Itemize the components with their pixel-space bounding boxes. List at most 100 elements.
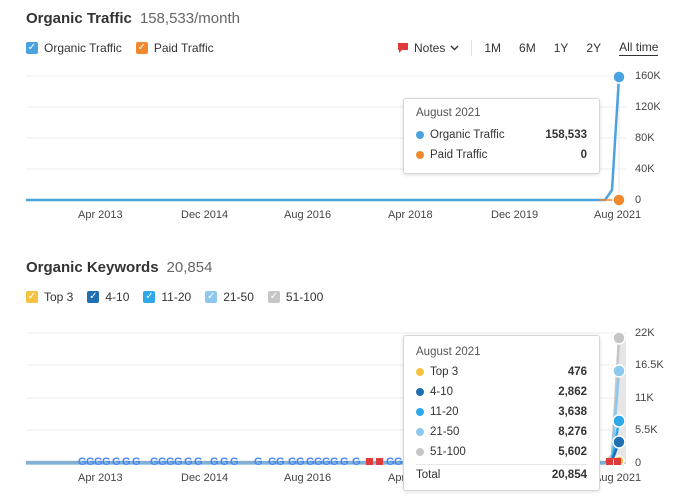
notes-button[interactable]: Notes <box>397 41 459 55</box>
x-tick: Dec 2014 <box>181 472 229 484</box>
checkbox-checked-icon[interactable]: ✓ <box>135 42 148 54</box>
legend-organic-traffic[interactable]: ✓ Organic Traffic <box>26 41 122 55</box>
google-update-icon[interactable]: G <box>184 456 193 468</box>
legend-11-20[interactable]: ✓ 11-20 <box>143 290 191 304</box>
period-1m[interactable]: 1M <box>484 41 502 55</box>
google-update-icon[interactable]: G <box>102 456 111 468</box>
checkbox-checked-icon[interactable]: ✓ <box>26 42 38 54</box>
google-update-icon[interactable]: G <box>254 456 263 468</box>
google-update-icon[interactable]: G <box>210 456 219 468</box>
google-update-icon[interactable]: G <box>296 456 305 468</box>
google-update-icon[interactable]: G <box>150 456 159 468</box>
keywords-header: Organic Keywords 20,854 <box>26 259 212 276</box>
checkbox-checked-icon[interactable]: ✓ <box>143 291 156 303</box>
traffic-legend: ✓ Organic Traffic ✓ Paid Traffic <box>26 41 214 55</box>
google-update-icon[interactable]: G <box>94 456 103 468</box>
tooltip-value: 5,602 <box>558 446 587 458</box>
google-update-icon[interactable]: G <box>268 456 277 468</box>
google-update-icon[interactable]: G <box>314 456 323 468</box>
google-update-icon[interactable]: G <box>230 456 239 468</box>
google-update-icon[interactable]: G <box>122 456 131 468</box>
x-tick: Apr 2018 <box>388 209 433 221</box>
legend-label: 11-20 <box>161 290 192 304</box>
legend-label: 51-100 <box>285 290 324 304</box>
google-update-icon[interactable]: G <box>322 456 331 468</box>
y-tick: 22K <box>635 327 655 339</box>
checkbox-checked-icon[interactable]: ✓ <box>267 291 280 303</box>
x-tick: Aug 2016 <box>284 209 332 221</box>
legend-label: 21-50 <box>223 290 254 304</box>
google-update-icon[interactable]: G <box>158 456 167 468</box>
y-tick: 160K <box>635 70 661 82</box>
point-paid-traffic[interactable] <box>612 193 626 207</box>
tooltip-label: 11-20 <box>430 406 459 418</box>
google-update-icon[interactable]: G <box>394 456 403 468</box>
google-update-icon[interactable]: G <box>330 456 339 468</box>
period-all-time[interactable]: All time <box>619 40 659 56</box>
google-update-icon[interactable]: G <box>386 456 395 468</box>
google-update-icon[interactable]: G <box>86 456 95 468</box>
series-dot-icon <box>416 131 424 139</box>
traffic-header: Organic Traffic 158,533/month <box>26 10 240 27</box>
point-51-100[interactable] <box>612 331 626 345</box>
google-update-icon[interactable]: G <box>194 456 203 468</box>
keywords-legend: ✓ Top 3 ✓ 4-10 ✓ 11-20 ✓ 21-50 ✓ 51-100 <box>26 290 323 304</box>
tooltip-value: 2,862 <box>558 386 587 398</box>
tooltip-value: 0 <box>580 149 587 161</box>
tooltip-row: Paid Traffic 0 <box>416 145 587 165</box>
google-update-icon[interactable]: G <box>132 456 141 468</box>
google-update-icon[interactable]: G <box>174 456 183 468</box>
y-tick: 80K <box>635 132 655 144</box>
legend-label: Paid Traffic <box>153 41 214 55</box>
note-marker-icon[interactable] <box>606 458 613 465</box>
google-update-icon[interactable]: G <box>112 456 121 468</box>
tooltip-row: 51-100 5,602 <box>416 442 587 462</box>
period-1y[interactable]: 1Y <box>553 41 569 55</box>
y-tick: 40K <box>635 163 655 175</box>
google-update-icon[interactable]: G <box>220 456 229 468</box>
x-tick: Apr 2013 <box>78 209 123 221</box>
y-tick: 11K <box>635 392 654 404</box>
note-marker-icon[interactable] <box>366 458 373 465</box>
x-tick: Aug 2021 <box>594 472 642 484</box>
x-tick: Apr <box>388 472 406 484</box>
y-tick: 5.5K <box>635 424 658 436</box>
tooltip-total-value: 20,854 <box>551 468 587 481</box>
point-organic-traffic[interactable] <box>612 70 626 84</box>
legend-4-10[interactable]: ✓ 4-10 <box>87 290 129 304</box>
series-dot-icon <box>416 448 424 456</box>
google-update-icon[interactable]: G <box>78 456 87 468</box>
google-update-icon[interactable]: G <box>306 456 315 468</box>
google-update-icon[interactable]: G <box>340 456 349 468</box>
note-icon <box>398 43 408 53</box>
point-21-50[interactable] <box>612 364 626 378</box>
series-organic-traffic-line <box>26 76 621 202</box>
legend-51-100[interactable]: ✓ 51-100 <box>267 290 324 304</box>
y-tick: 0 <box>635 194 642 206</box>
traffic-tooltip: August 2021 Organic Traffic 158,533 Paid… <box>403 98 600 174</box>
tooltip-label: 4-10 <box>430 386 454 398</box>
google-update-icon[interactable]: G <box>276 456 285 468</box>
toolbar-divider <box>471 40 473 56</box>
google-update-icon[interactable]: G <box>288 456 297 468</box>
y-tick: 0 <box>635 457 642 469</box>
tooltip-label: Organic Traffic <box>430 129 505 141</box>
checkbox-checked-icon[interactable]: ✓ <box>26 291 38 303</box>
legend-paid-traffic[interactable]: ✓ Paid Traffic <box>135 41 214 55</box>
tooltip-value: 476 <box>567 366 587 378</box>
tooltip-label: 51-100 <box>430 446 466 458</box>
google-update-icon[interactable]: G <box>166 456 175 468</box>
note-marker-icon[interactable] <box>614 458 621 465</box>
period-2y[interactable]: 2Y <box>586 41 602 55</box>
tooltip-row: Top 3 476 <box>416 362 587 382</box>
checkbox-checked-icon[interactable]: ✓ <box>87 291 100 303</box>
checkbox-checked-icon[interactable]: ✓ <box>205 291 218 303</box>
period-6m[interactable]: 6M <box>519 41 536 55</box>
google-update-icon[interactable]: G <box>352 456 361 468</box>
point-4-10[interactable] <box>612 435 626 449</box>
x-tick: Aug 2021 <box>594 209 642 221</box>
note-marker-icon[interactable] <box>376 458 383 465</box>
point-11-20[interactable] <box>612 414 626 428</box>
legend-21-50[interactable]: ✓ 21-50 <box>205 290 254 304</box>
legend-top-3[interactable]: ✓ Top 3 <box>26 290 73 304</box>
